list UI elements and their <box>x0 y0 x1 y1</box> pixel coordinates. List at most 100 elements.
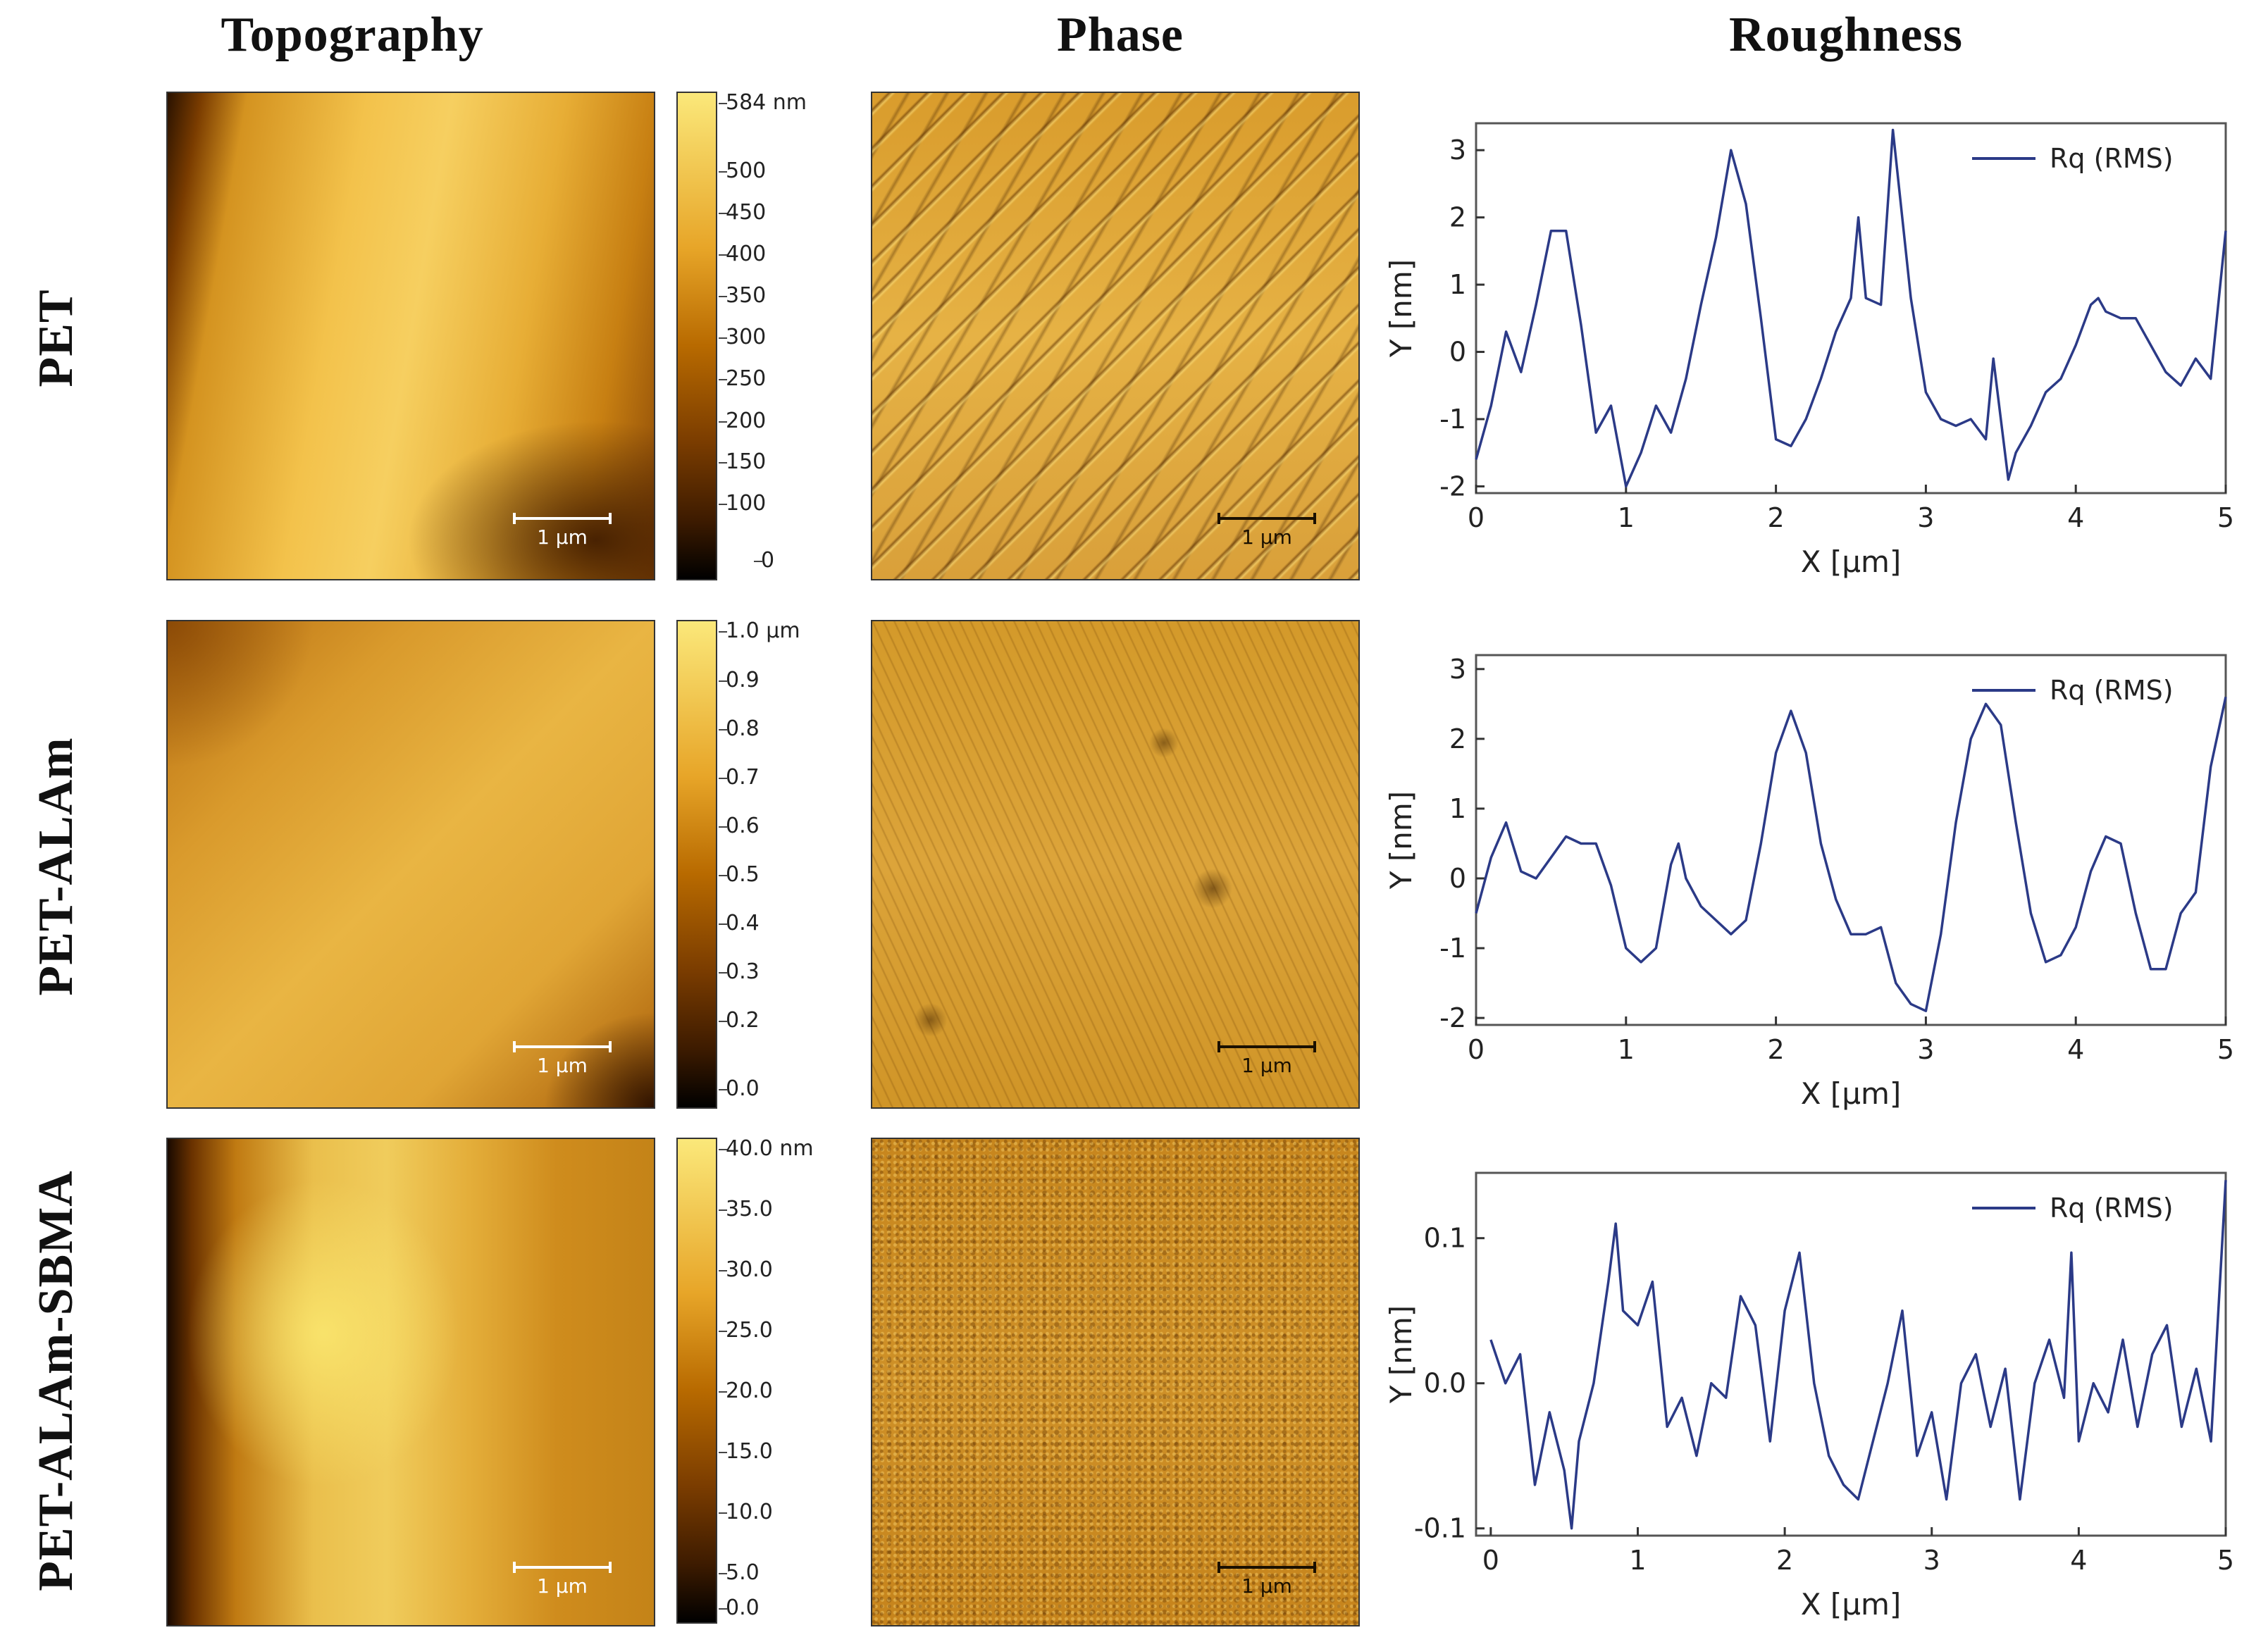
x-tick-label: 3 <box>1917 1034 1934 1065</box>
legend-label: Rq (RMS) <box>2050 143 2174 174</box>
legend-label: Rq (RMS) <box>2050 1193 2174 1224</box>
colorbar-tick: 30.0 <box>719 1257 773 1282</box>
row-label-pet-alam: PET-ALAm <box>29 737 83 996</box>
colorbar-tick: 20.0 <box>719 1379 773 1403</box>
colorbar-pet <box>676 92 717 580</box>
y-tick-label: 3 <box>1449 654 1466 685</box>
phase-image-pet: 1 μm <box>871 92 1360 580</box>
colorbar-tick: 0.9 <box>719 668 760 692</box>
colorbar-tick: 450 <box>718 200 767 225</box>
column-title-roughness: Roughness <box>1729 8 1963 62</box>
y-tick-label: -1 <box>1439 404 1466 435</box>
row-label-pet-alam-sbma: PET-ALAm-SBMA <box>29 1170 83 1591</box>
x-tick-label: 3 <box>1917 502 1934 533</box>
y-axis-label: Y [nm] <box>1384 259 1418 358</box>
x-tick-label: 4 <box>2067 1034 2084 1065</box>
scale-bar: 1 μm <box>1217 1562 1316 1598</box>
colorbar-tick: 0.0 <box>719 1076 760 1101</box>
x-tick-label: 3 <box>1923 1545 1940 1576</box>
colorbar-tick: 300 <box>718 325 767 349</box>
colorbar-tick: 0.5 <box>719 862 760 887</box>
x-tick-label: 1 <box>1618 502 1635 533</box>
series-line <box>1475 128 2227 488</box>
colorbar-tick: 350 <box>718 283 767 308</box>
colorbar-tick: 100 <box>718 491 767 516</box>
scale-bar: 1 μm <box>513 1562 612 1598</box>
colorbar-tick: 0 <box>753 548 775 573</box>
colorbar-tick: 0.0 <box>719 1596 760 1620</box>
plot-frame <box>1475 1171 2227 1537</box>
colorbar-tick: 400 <box>718 242 767 266</box>
colorbar-tick: 0.6 <box>719 814 760 838</box>
x-tick-label: 0 <box>1468 502 1485 533</box>
colorbar-tick: 150 <box>718 449 767 474</box>
series-line <box>1475 697 2227 1012</box>
y-tick-label: 1 <box>1449 269 1466 300</box>
x-tick-label: 1 <box>1629 1545 1646 1576</box>
x-tick-label: 2 <box>1776 1545 1793 1576</box>
y-axis-label: Y [nm] <box>1384 791 1418 890</box>
y-tick-label: 2 <box>1449 723 1466 754</box>
y-tick-label: 1 <box>1449 793 1466 824</box>
colorbar-tick: 1.0 μm <box>719 618 800 643</box>
colorbar-tick: 250 <box>718 366 767 391</box>
column-title-phase: Phase <box>1057 8 1184 62</box>
colorbar-tick: 25.0 <box>719 1318 773 1343</box>
y-tick-label: 0 <box>1449 337 1466 368</box>
colorbar-tick: 0.3 <box>719 959 760 984</box>
x-tick-label: 0 <box>1468 1034 1485 1065</box>
x-tick-label: 5 <box>2217 1034 2234 1065</box>
x-tick-label: 4 <box>2070 1545 2087 1576</box>
x-axis-label: X [μm] <box>1801 1587 1902 1622</box>
y-axis-label: Y [nm] <box>1384 1305 1418 1404</box>
legend-label: Rq (RMS) <box>2050 675 2174 706</box>
x-tick-label: 2 <box>1768 1034 1785 1065</box>
x-tick-label: 5 <box>2217 1545 2234 1576</box>
colorbar-tick: 10.0 <box>719 1500 773 1524</box>
x-tick-label: 5 <box>2217 502 2234 533</box>
colorbar-tick: 500 <box>718 158 767 183</box>
series-line <box>1489 1180 2227 1530</box>
topography-image-pet: 1 μm <box>166 92 655 580</box>
colorbar-tick: 5.0 <box>719 1560 760 1585</box>
topography-image-pet-alam: 1 μm <box>166 620 655 1109</box>
colorbar-pet-alam-sbma <box>676 1138 717 1624</box>
x-tick-label: 2 <box>1768 502 1785 533</box>
colorbar-tick: 0.4 <box>719 911 760 935</box>
phase-image-pet-alam-sbma: 1 μm <box>871 1138 1360 1627</box>
colorbar-tick: 584 nm <box>718 90 807 115</box>
column-title-topography: Topography <box>221 8 484 62</box>
x-tick-label: 0 <box>1482 1545 1499 1576</box>
plot-frame <box>1475 654 2227 1026</box>
y-tick-label: -0.1 <box>1414 1513 1466 1544</box>
y-tick-label: 0.0 <box>1424 1368 1466 1399</box>
scale-bar: 1 μm <box>513 513 612 549</box>
roughness-chart-pet-alam: 0 1 2 3 4 5 -2 -1 0 1 2 3 X [μm] Y [nm] Rq (RMS) <box>1384 654 2234 1111</box>
colorbar-tick: 0.2 <box>719 1008 760 1033</box>
y-tick-label: 3 <box>1449 135 1466 166</box>
scale-bar: 1 μm <box>1217 1041 1316 1077</box>
x-axis-label: X [μm] <box>1801 545 1902 579</box>
topography-image-pet-alam-sbma: 1 μm <box>166 1138 655 1627</box>
scale-bar: 1 μm <box>513 1041 612 1077</box>
row-label-pet: PET <box>29 289 83 387</box>
x-tick-label: 4 <box>2067 502 2084 533</box>
colorbar-tick: 35.0 <box>719 1197 773 1221</box>
y-tick-label: -2 <box>1439 1002 1466 1033</box>
y-tick-label: 0.1 <box>1424 1223 1466 1254</box>
phase-image-pet-alam: 1 μm <box>871 620 1360 1109</box>
y-tick-label: -1 <box>1439 933 1466 964</box>
plot-frame <box>1475 122 2227 495</box>
colorbar-tick: 15.0 <box>719 1439 773 1464</box>
y-tick-label: -2 <box>1439 471 1466 502</box>
colorbar-pet-alam <box>676 620 717 1109</box>
scale-bar: 1 μm <box>1217 513 1316 549</box>
x-axis-label: X [μm] <box>1801 1076 1902 1111</box>
roughness-chart-pet-alam-sbma: 0 1 2 3 4 5 -0.1 0.0 0.1 X [μm] Y [nm] Rq (RMS) <box>1384 1171 2234 1622</box>
y-tick-label: 0 <box>1449 863 1466 894</box>
colorbar-tick: 200 <box>718 409 767 433</box>
colorbar-tick: 0.7 <box>719 765 760 790</box>
x-tick-label: 1 <box>1618 1034 1635 1065</box>
roughness-chart-pet: 0 1 2 3 4 5 -2 -1 0 1 2 3 X [μm] Y [nm] Rq (RMS) <box>1384 122 2234 579</box>
colorbar-tick: 0.8 <box>719 716 760 741</box>
